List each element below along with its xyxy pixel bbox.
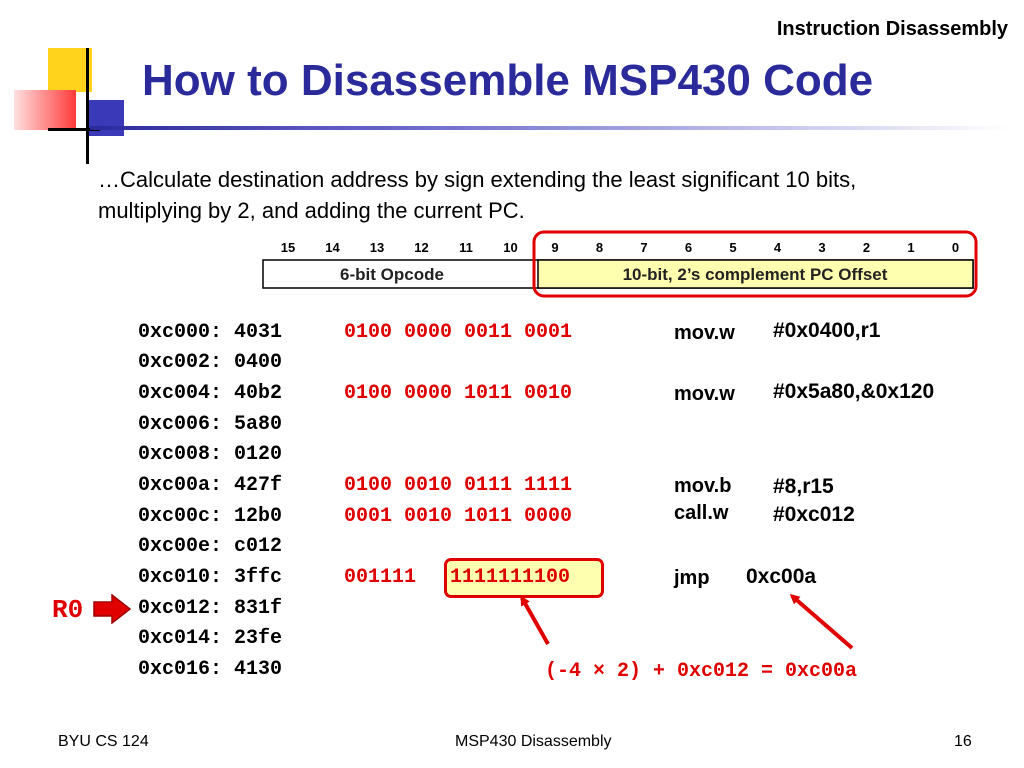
bit-number: 5	[729, 240, 736, 255]
bit-number: 10	[503, 240, 517, 255]
decor-yellow-square	[48, 48, 92, 92]
listing-row: 0xc000: 4031	[138, 318, 282, 348]
slide-title: How to Disassemble MSP430 Code	[142, 56, 874, 105]
opcode-label: 6-bit Opcode	[340, 265, 444, 284]
address: 0xc00e:	[138, 535, 223, 558]
listing-row: 0xc00a: 427f	[138, 471, 282, 501]
binary-encoding: 0100 0010 0111 1111	[344, 474, 573, 497]
listing-row: 0xc012: 831f	[138, 594, 282, 624]
bit-number: 15	[281, 240, 295, 255]
listing-row: 0xc006: 5a80	[138, 410, 282, 440]
address: 0xc00c:	[138, 505, 223, 528]
address: 0xc00a:	[138, 474, 223, 497]
offset-label: 10-bit, 2’s complement PC Offset	[623, 265, 888, 284]
listing-row: 0xc016: 4130	[138, 655, 282, 685]
listing-row: 0xc008: 0120	[138, 440, 282, 470]
word: 12b0	[234, 505, 283, 528]
operands: 0xc00a	[746, 565, 817, 588]
decor-horizontal-line	[48, 128, 100, 131]
pc-arrow-icon	[93, 594, 132, 624]
bit-number: 0	[952, 240, 959, 255]
operands: #0xc012	[773, 503, 855, 526]
address: 0xc014:	[138, 627, 223, 650]
operands: #8,r15	[773, 475, 834, 498]
bit-number: 13	[370, 240, 384, 255]
bit-number: 11	[459, 240, 473, 255]
mnemonic: call.w	[674, 502, 729, 524]
listing-row: 0xc010: 3ffc	[138, 563, 282, 593]
listing-row: 0xc014: 23fe	[138, 624, 282, 654]
operands: #0x5a80,&0x120	[773, 380, 935, 403]
decor-red-square	[14, 90, 76, 130]
mnemonic: mov.b	[674, 475, 732, 497]
binary-encoding: 0100 0000 1011 0010	[344, 382, 573, 405]
bit-number: 7	[640, 240, 647, 255]
offset-formula: (-4 × 2) + 0xc012 = 0xc00a	[545, 660, 858, 683]
bit-number: 6	[685, 240, 692, 255]
page-number: 16	[954, 733, 972, 750]
address: 0xc002:	[138, 351, 223, 374]
operands: #0x0400,r1	[773, 319, 881, 342]
bit-number: 12	[414, 240, 428, 255]
word: 5a80	[234, 413, 283, 436]
arrow-to-offset	[520, 595, 550, 645]
mnemonic: jmp	[674, 567, 710, 589]
binary-encoding-opcode: 001111	[344, 566, 417, 589]
mnemonic: mov.w	[674, 383, 735, 405]
offset-highlight-ring	[532, 230, 978, 298]
footer-course: BYU CS 124	[58, 733, 149, 750]
binary-encoding: 0100 0000 0011 0001	[344, 321, 573, 344]
address: 0xc008:	[138, 443, 223, 466]
decor-vertical-line	[86, 48, 89, 164]
word: 4130	[234, 658, 283, 681]
listing-row: 0xc004: 40b2	[138, 379, 282, 409]
listing-row: 0xc002: 0400	[138, 348, 282, 378]
word: c012	[234, 535, 283, 558]
title-underline	[90, 126, 1010, 130]
bullet-text: …Calculate destination address by sign e…	[98, 167, 857, 223]
binary-encoding: 0001 0010 1011 0000	[344, 505, 573, 528]
address: 0xc000:	[138, 321, 223, 344]
word: 23fe	[234, 627, 283, 650]
word: 40b2	[234, 382, 283, 405]
arrow-to-target	[789, 594, 854, 650]
word: 4031	[234, 321, 283, 344]
bit-number: 1	[907, 240, 914, 255]
listing-row: 0xc00e: c012	[138, 532, 282, 562]
bit-number: 3	[818, 240, 825, 255]
address: 0xc006:	[138, 413, 223, 436]
address: 0xc004:	[138, 382, 223, 405]
binary-encoding-offset: 1111111100	[450, 566, 571, 589]
bitfield-diagram: 15 14 13 12 11 10 9 8 7 6 5 4 3 2 1 0 6-bit Opcode 10-b…	[262, 230, 978, 298]
address: 0xc010:	[138, 566, 223, 589]
word: 3ffc	[234, 566, 283, 589]
word: 427f	[234, 474, 283, 497]
pc-register-label: R0	[52, 595, 84, 625]
bit-number: 14	[325, 240, 340, 255]
word: 831f	[234, 597, 283, 620]
bit-number: 9	[551, 240, 558, 255]
listing-row: 0xc00c: 12b0	[138, 502, 282, 532]
bit-number: 2	[863, 240, 870, 255]
word: 0400	[234, 351, 283, 374]
mnemonic: mov.w	[674, 322, 735, 344]
section-label: Instruction Disassembly	[776, 18, 1008, 40]
footer-title: MSP430 Disassembly	[455, 733, 612, 750]
address: 0xc016:	[138, 658, 223, 681]
offset-field	[537, 259, 974, 289]
annotation-arrows	[520, 594, 854, 650]
bit-number: 4	[774, 240, 782, 255]
address: 0xc012:	[138, 597, 223, 620]
bit-number: 8	[596, 240, 603, 255]
word: 0120	[234, 443, 283, 466]
